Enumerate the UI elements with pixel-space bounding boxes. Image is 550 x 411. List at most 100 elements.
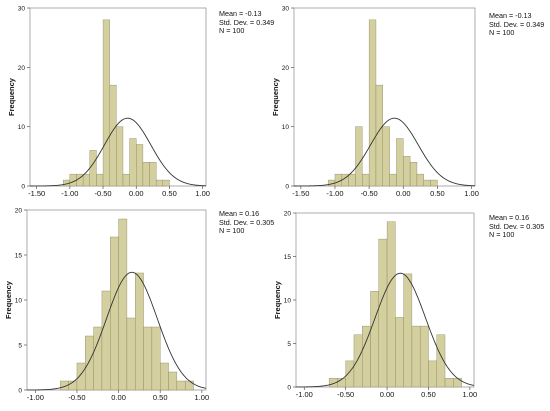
x-tick-label: 1.00 <box>195 393 210 402</box>
stats-n: N = 100 <box>489 230 515 240</box>
normal-curve <box>30 117 207 187</box>
histogram-bar <box>69 173 77 187</box>
histogram-bar <box>395 317 404 388</box>
y-tick-label: 0 <box>21 184 25 191</box>
y-axis-label: Frequency <box>273 280 282 319</box>
histogram-bar <box>362 173 370 187</box>
histogram-bar <box>403 273 413 388</box>
stats-mean: Mean = -0.13 <box>219 9 262 18</box>
histogram-chart: -1.50 -1.00 -0.50 0.00 0.50 1.00 0 10 20 30 Freque… <box>7 6 210 199</box>
x-tick-label: 0.50 <box>153 393 168 402</box>
histogram-bar <box>362 325 371 388</box>
histogram-bar <box>423 179 431 187</box>
stats-mean: Mean = -0.13 <box>489 11 532 20</box>
histogram-bar <box>355 126 363 187</box>
histogram-bar <box>348 173 356 187</box>
x-tick-label: 0.00 <box>396 189 411 198</box>
stats-std-dev: Std. Dev. = 0.349 <box>219 17 275 27</box>
x-tick-label: 0.50 <box>430 189 445 198</box>
histogram-panel-top-left: -1.50 -1.00 -0.50 0.00 0.50 1.00 0 10 20 30 Freque… <box>0 0 275 205</box>
histogram-bar <box>368 19 377 187</box>
histogram-bar <box>110 236 119 391</box>
histogram-bar <box>122 173 130 187</box>
histogram-bar <box>176 380 186 391</box>
y-tick-label: 20 <box>282 65 290 72</box>
y-tick-label: 10 <box>18 124 26 131</box>
histogram-bar <box>93 326 103 391</box>
histogram-bar <box>386 221 396 388</box>
histogram-bar <box>76 362 86 391</box>
histogram-panel-bottom-right: -1.00 -0.50 0.00 0.50 1.00 0 5 10 15 20 Frequency … <box>273 205 550 411</box>
y-tick-label: 0 <box>285 184 289 191</box>
stats-box: Mean = -0.13 Std. Dev. = 0.349 N = 100 <box>219 9 275 36</box>
x-tick-label: 0.00 <box>129 189 144 198</box>
histogram-bar <box>411 325 421 388</box>
histogram-bar <box>334 173 343 187</box>
y-tick-label: 15 <box>284 254 292 261</box>
x-tick-label: 0.50 <box>421 390 436 399</box>
histogram-bar <box>116 126 124 187</box>
x-tick-label: -0.50 <box>95 189 112 198</box>
histogram-chart: -1.00 -0.50 0.00 0.50 1.00 0 5 10 15 20 Frequency <box>4 208 210 403</box>
x-tick-label: 1.00 <box>195 189 210 198</box>
stats-n: N = 100 <box>489 28 515 38</box>
histogram-bar <box>389 173 397 187</box>
y-tick-label: 10 <box>284 298 292 305</box>
histogram-bar <box>396 138 404 187</box>
histogram-bar <box>151 326 161 391</box>
x-tick-label: 0.00 <box>380 390 395 399</box>
y-tick-label: 10 <box>282 124 290 131</box>
histogram-bar <box>135 272 144 391</box>
histogram-bar <box>143 326 153 391</box>
histogram-panel-top-right: -1.50 -1.00 -0.50 0.00 0.50 1.00 0 10 20 30 Freque… <box>271 0 550 205</box>
histogram-bar <box>101 290 111 391</box>
histogram-bar <box>345 360 355 388</box>
y-tick-label: 0 <box>287 385 291 392</box>
histogram-bar <box>109 84 117 187</box>
x-tick-label: 1.00 <box>464 189 479 198</box>
histogram-bar <box>89 150 97 187</box>
stats-std-dev: Std. Dev. = 0.305 <box>489 221 545 231</box>
histogram-bar <box>160 362 169 391</box>
y-tick-label: 5 <box>18 343 22 350</box>
y-axis-label: Frequency <box>4 280 13 319</box>
x-tick-label: -1.00 <box>27 393 44 402</box>
histogram-bar <box>96 173 104 187</box>
histogram-bar <box>378 238 388 388</box>
histogram-bar <box>142 162 150 187</box>
x-tick-label: 1.00 <box>463 390 478 399</box>
stats-n: N = 100 <box>219 26 245 36</box>
histogram-bar <box>428 360 437 388</box>
y-axis-label: Frequency <box>7 77 16 116</box>
histogram-bar <box>436 334 446 388</box>
stats-box: Mean = 0.16 Std. Dev. = 0.305 N = 100 <box>219 209 274 236</box>
histogram-bar <box>168 371 178 391</box>
y-tick-label: 0 <box>18 388 22 395</box>
y-tick-label: 15 <box>15 253 23 260</box>
x-tick-label: -1.00 <box>296 390 313 399</box>
histogram-bar <box>444 378 454 388</box>
histogram-bar <box>409 162 418 187</box>
x-tick-label: -1.50 <box>292 189 309 198</box>
stats-box: Mean = 0.16 Std. Dev. = 0.305 N = 100 <box>489 213 545 240</box>
histogram-chart: -1.50 -1.00 -0.50 0.00 0.50 1.00 0 10 20 30 Freque… <box>271 6 479 199</box>
x-tick-label: 0.00 <box>111 393 126 402</box>
histogram-bar <box>370 291 379 388</box>
stats-box: Mean = -0.13 Std. Dev. = 0.349 N = 100 <box>489 11 544 38</box>
histogram-bar <box>126 317 136 391</box>
x-tick-label: -0.50 <box>361 189 378 198</box>
histogram-bar <box>102 19 110 187</box>
y-tick-label: 30 <box>18 6 26 13</box>
histogram-bar <box>129 138 137 187</box>
x-tick-label: -1.00 <box>61 189 78 198</box>
y-tick-label: 20 <box>284 211 292 218</box>
histogram-bar <box>416 173 424 187</box>
histogram-bar <box>184 380 194 391</box>
histogram-bar <box>85 335 94 391</box>
histogram-bar <box>353 334 363 388</box>
histogram-bar <box>382 126 390 187</box>
x-tick-label: -0.50 <box>68 393 85 402</box>
stats-mean: Mean = 0.16 <box>489 213 530 222</box>
histogram-chart: -1.00 -0.50 0.00 0.50 1.00 0 5 10 15 20 Frequency <box>273 211 478 400</box>
histogram-bar <box>162 179 170 187</box>
